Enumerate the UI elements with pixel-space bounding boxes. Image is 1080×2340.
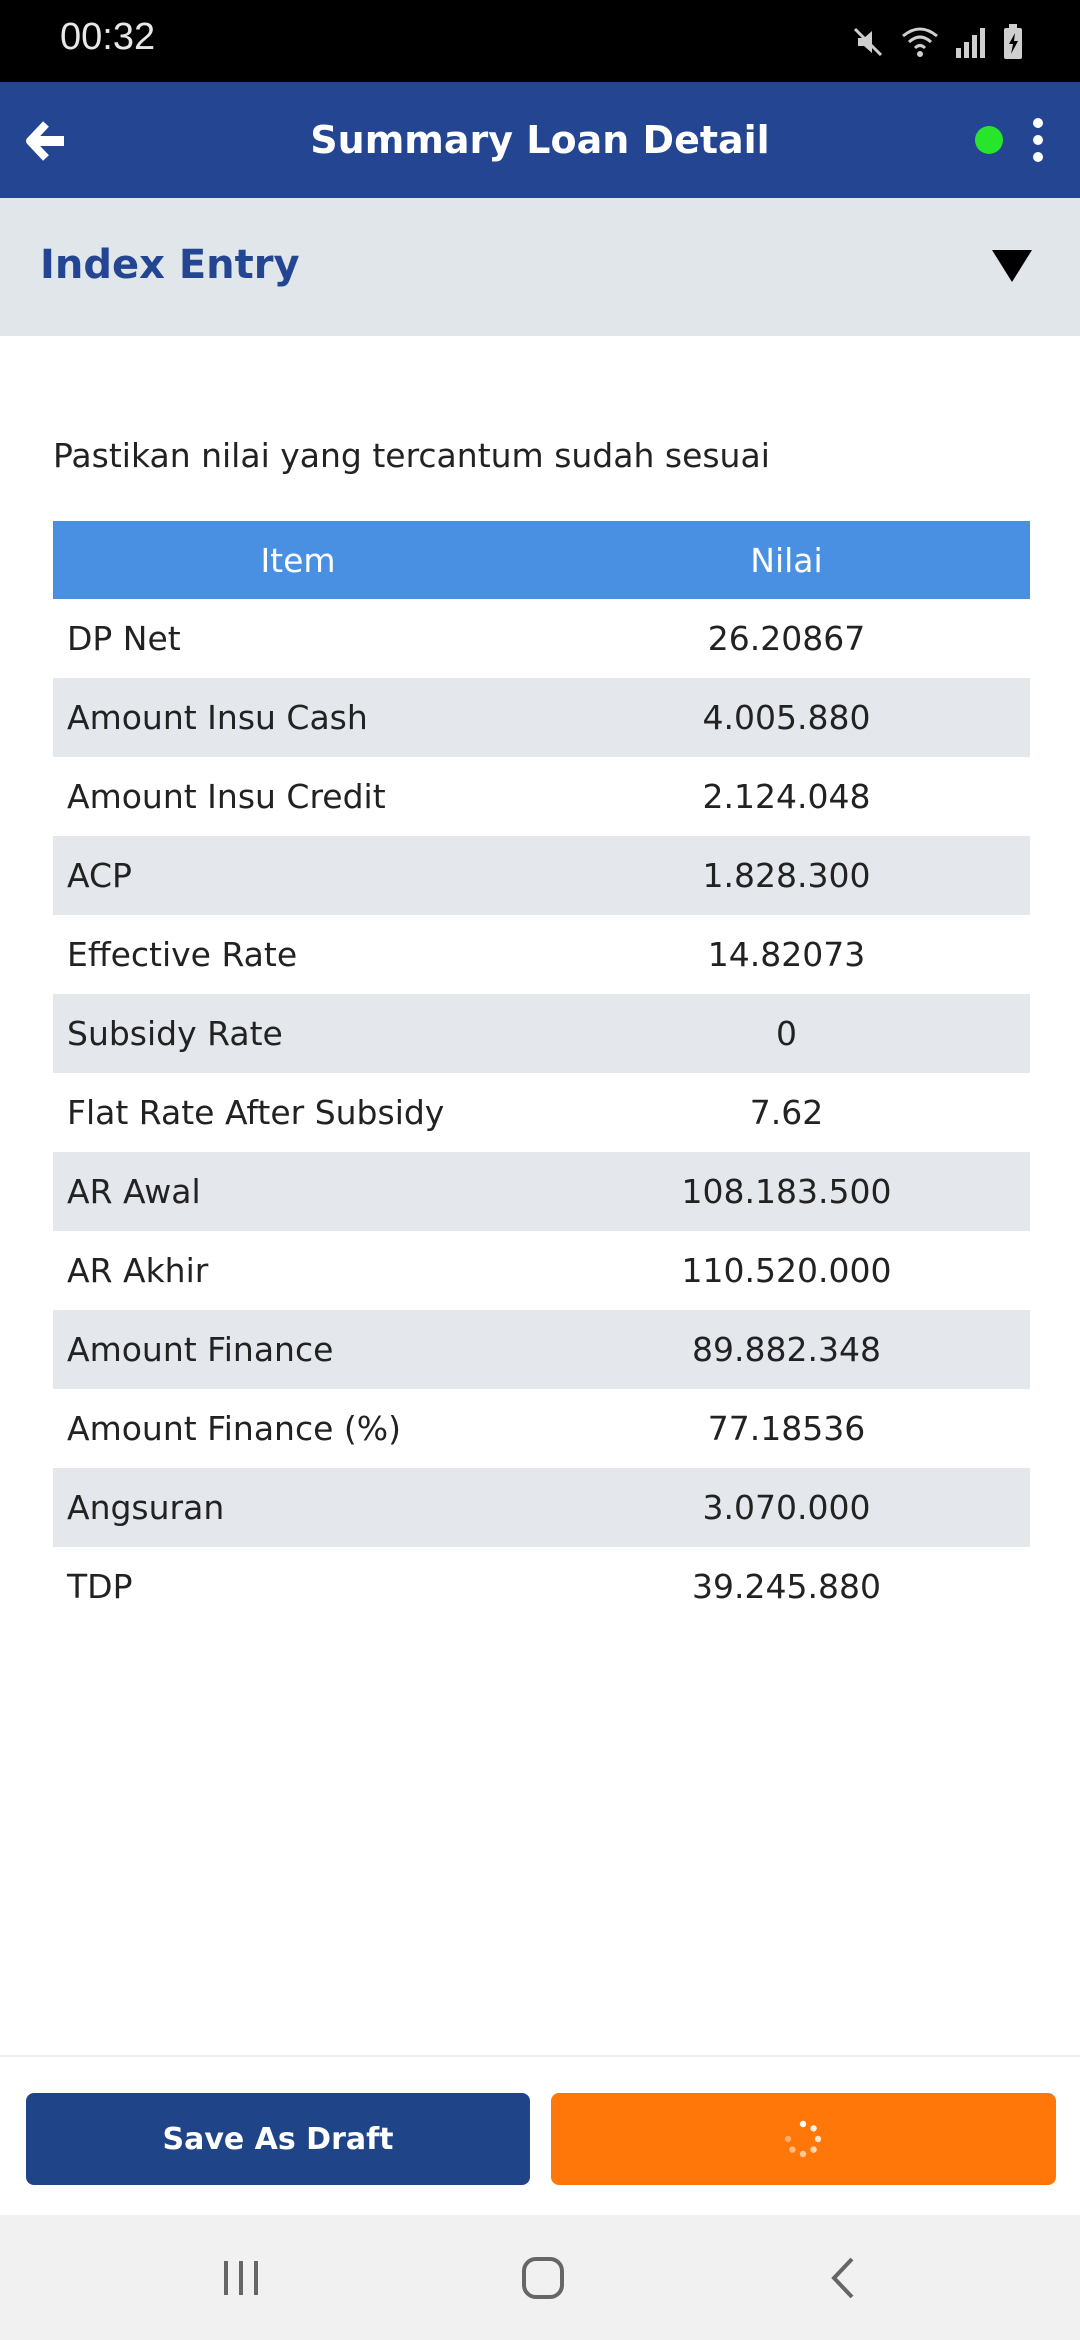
signal-icon	[956, 28, 985, 58]
battery-icon	[1004, 24, 1022, 59]
back-icon	[831, 2257, 854, 2299]
row-item: Amount Finance	[67, 1330, 334, 1369]
submit-button[interactable]	[551, 2093, 1056, 2185]
table-row: Flat Rate After Subsidy 7.62	[53, 1073, 1030, 1152]
index-entry-header[interactable]: Index Entry	[0, 198, 1080, 336]
section-title: Index Entry	[40, 242, 300, 288]
table-row: Amount Finance 89.882.348	[53, 1310, 1030, 1389]
table-row: TDP 39.245.880	[53, 1547, 1030, 1626]
row-value: 89.882.348	[692, 1330, 881, 1369]
bottom-action-panel: Save As Draft	[0, 2055, 1080, 2215]
system-nav-bar	[0, 2215, 1080, 2340]
more-options-button[interactable]	[1030, 118, 1046, 162]
nav-back-button[interactable]	[820, 2253, 870, 2303]
home-button[interactable]	[518, 2253, 568, 2303]
recent-apps-button[interactable]	[216, 2253, 266, 2303]
home-icon	[522, 2257, 564, 2299]
page-title: Summary Loan Detail	[310, 118, 770, 162]
row-item: Amount Finance (%)	[67, 1409, 402, 1448]
row-value: 2.124.048	[702, 777, 871, 816]
row-item: Angsuran	[67, 1488, 225, 1527]
row-value: 77.18536	[707, 1409, 866, 1448]
more-vertical-icon	[1033, 118, 1043, 128]
header-item: Item	[260, 540, 336, 580]
table-header: Item Nilai	[53, 521, 1030, 599]
table-row: Amount Finance (%) 77.18536	[53, 1389, 1030, 1468]
arrow-left-icon	[26, 121, 64, 161]
mute-icon	[853, 27, 883, 57]
online-status-dot	[975, 126, 1003, 154]
table-row: ACP 1.828.300	[53, 836, 1030, 915]
row-item: Effective Rate	[67, 935, 298, 974]
row-value: 7.62	[749, 1093, 824, 1132]
loading-spinner-icon	[784, 2120, 822, 2158]
row-item: ACP	[67, 856, 132, 895]
status-time: 00:32	[60, 16, 156, 58]
row-value: 4.005.880	[702, 698, 871, 737]
row-value: 26.20867	[707, 619, 866, 658]
row-item: Amount Insu Cash	[67, 698, 368, 737]
status-bar: 00:32	[0, 0, 1080, 82]
triangle-down-icon[interactable]	[990, 246, 1034, 286]
row-value: 14.82073	[707, 935, 866, 974]
row-item: TDP	[67, 1567, 133, 1606]
table-row: AR Awal 108.183.500	[53, 1152, 1030, 1231]
row-value: 110.520.000	[681, 1251, 892, 1290]
table-body: DP Net 26.20867 Amount Insu Cash 4.005.8…	[53, 599, 1030, 1626]
table-row: DP Net 26.20867	[53, 599, 1030, 678]
table-row: Amount Insu Credit 2.124.048	[53, 757, 1030, 836]
wifi-icon	[902, 27, 938, 57]
save-draft-button[interactable]: Save As Draft	[26, 2093, 530, 2185]
table-row: AR Akhir 110.520.000	[53, 1231, 1030, 1310]
row-item: Flat Rate After Subsidy	[67, 1093, 445, 1132]
instruction-text: Pastikan nilai yang tercantum sudah sesu…	[53, 436, 770, 475]
summary-table: Item Nilai DP Net 26.20867 Amount Insu C…	[53, 521, 1030, 1626]
row-item: AR Awal	[67, 1172, 201, 1211]
row-item: DP Net	[67, 619, 181, 658]
back-button[interactable]	[22, 116, 72, 166]
recent-apps-icon	[224, 2261, 258, 2295]
row-item: Subsidy Rate	[67, 1014, 283, 1053]
row-item: AR Akhir	[67, 1251, 209, 1290]
table-row: Angsuran 3.070.000	[53, 1468, 1030, 1547]
row-value: 0	[776, 1014, 797, 1053]
table-row: Amount Insu Cash 4.005.880	[53, 678, 1030, 757]
row-value: 1.828.300	[702, 856, 871, 895]
header-value: Nilai	[750, 540, 823, 580]
table-row: Effective Rate 14.82073	[53, 915, 1030, 994]
row-item: Amount Insu Credit	[67, 777, 386, 816]
row-value: 3.070.000	[702, 1488, 871, 1527]
app-bar: Summary Loan Detail	[0, 82, 1080, 198]
row-value: 39.245.880	[692, 1567, 881, 1606]
status-icons	[850, 20, 1024, 64]
row-value: 108.183.500	[681, 1172, 892, 1211]
table-row: Subsidy Rate 0	[53, 994, 1030, 1073]
